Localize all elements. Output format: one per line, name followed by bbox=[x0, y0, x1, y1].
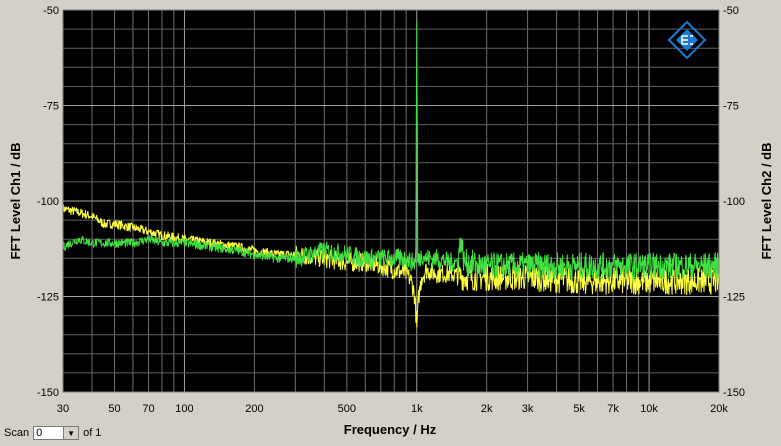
x-axis-title: Frequency / Hz bbox=[344, 422, 437, 437]
x-tick-label: 5k bbox=[573, 403, 585, 415]
x-tick-labels: 30 50 70 100 200 500 1k 2k 3k 5k 7k 10k 20k bbox=[57, 403, 728, 415]
x-tick-label: 50 bbox=[108, 403, 120, 415]
y-tick-labels-left: -50 -75 -100 -125 -150 bbox=[37, 5, 59, 399]
x-tick-label: 1k bbox=[411, 403, 423, 415]
series-line-1 bbox=[62, 204, 720, 328]
y-axis-title-right: FFT Level Ch2 / dB bbox=[759, 142, 774, 259]
y-tick-label-right: -50 bbox=[723, 5, 739, 17]
grid-lines bbox=[62, 9, 720, 393]
x-tick-label: 30 bbox=[57, 403, 69, 415]
y-tick-label-left: -75 bbox=[43, 101, 59, 113]
y-axis-title-left: FFT Level Ch1 / dB bbox=[8, 142, 23, 259]
y-tick-label-right: -75 bbox=[723, 101, 739, 113]
x-tick-label: 500 bbox=[338, 403, 356, 415]
scan-value: 0 bbox=[36, 427, 43, 439]
y-tick-label-left: -50 bbox=[43, 5, 59, 17]
chevron-down-icon[interactable]: ▼ bbox=[63, 427, 79, 439]
x-tick-label: 20k bbox=[710, 403, 728, 415]
y-tick-label-right: -125 bbox=[723, 292, 745, 304]
x-tick-label: 2k bbox=[481, 403, 493, 415]
rohde-schwarz-logo-icon bbox=[667, 20, 707, 60]
plot-border bbox=[62, 9, 720, 393]
scan-control: Scan 0 ▼ of 1 bbox=[4, 424, 101, 442]
x-tick-label: 70 bbox=[142, 403, 154, 415]
x-tick-label: 100 bbox=[175, 403, 193, 415]
scan-label: Scan bbox=[4, 427, 30, 439]
y-tick-label-left: -100 bbox=[37, 196, 59, 208]
series-group bbox=[62, 21, 720, 328]
y-tick-label-right: -100 bbox=[723, 196, 745, 208]
y-tick-label-left: -125 bbox=[37, 292, 59, 304]
x-tick-label: 7k bbox=[607, 403, 619, 415]
x-tick-label: 3k bbox=[522, 403, 534, 415]
x-tick-label: 10k bbox=[640, 403, 658, 415]
y-tick-label-left: -150 bbox=[37, 387, 59, 399]
y-tick-labels-right: -50 -75 -100 -125 -150 bbox=[723, 5, 745, 399]
scan-of-label: of 1 bbox=[83, 427, 102, 439]
series-line-2 bbox=[62, 21, 720, 280]
y-tick-label-right: -150 bbox=[723, 387, 745, 399]
scan-select[interactable]: 0 ▼ bbox=[33, 426, 80, 440]
x-tick-label: 200 bbox=[245, 403, 263, 415]
